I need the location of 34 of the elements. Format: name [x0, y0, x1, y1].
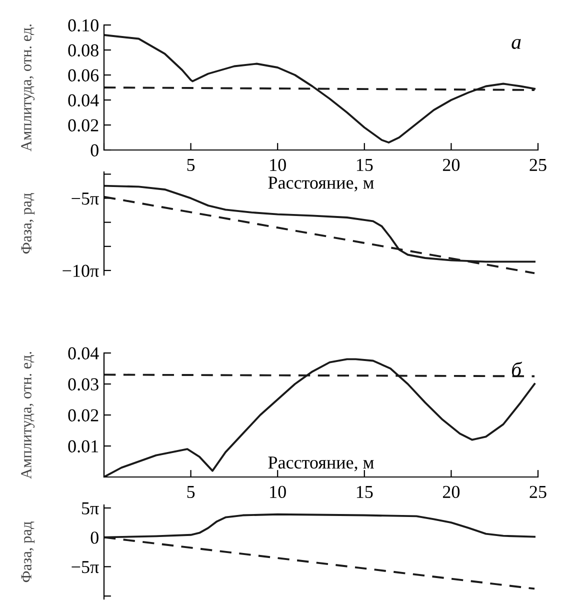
y-axis-title: Амплитуда, отн. ед. — [21, 352, 35, 479]
y-tick-label: −5π — [72, 192, 99, 205]
y-tick-label: 0.08 — [68, 44, 98, 57]
y-tick-label: 0.01 — [68, 440, 98, 453]
y-tick-label: 0.06 — [68, 69, 99, 82]
y-tick-label: 0.04 — [68, 347, 99, 360]
y-tick-label: 0.10 — [68, 19, 98, 32]
x-tick-label: 25 — [530, 486, 546, 498]
y-axis-title: Амплитуда, отн. ед. — [21, 24, 35, 152]
x-tick-label: 15 — [356, 486, 373, 498]
x-tick-label: 25 — [530, 158, 546, 172]
line-series — [104, 358, 536, 477]
x-tick-label: 10 — [270, 486, 286, 498]
x-axis-title: Расстояние, м — [268, 456, 374, 472]
y-axis-title: Фаза, рад — [21, 522, 35, 582]
y-tick-label: 0 — [90, 532, 98, 544]
annotation: а — [512, 38, 521, 49]
x-tick-label: 15 — [356, 158, 373, 172]
x-tick-label: 20 — [442, 486, 460, 498]
y-tick-label: 5π — [82, 502, 99, 514]
y-tick-label: −5π — [72, 561, 99, 574]
y-axis-title: Фаза, рад — [21, 193, 35, 254]
y-tick-label: 0.04 — [68, 94, 99, 107]
annotation: б — [512, 362, 522, 377]
x-tick-label: 10 — [270, 158, 286, 172]
x-tick-label: 5 — [187, 159, 195, 172]
y-tick-label: 0 — [90, 144, 98, 156]
y-tick-label: −10π — [62, 264, 99, 277]
y-tick-label: 0.02 — [68, 119, 98, 132]
y-tick-label: 0.03 — [68, 378, 98, 391]
x-tick-label: 20 — [442, 158, 460, 172]
x-tick-label: 5 — [187, 486, 195, 498]
x-axis-title: Расстояние, м — [268, 176, 374, 192]
y-tick-label: 0.02 — [68, 409, 98, 422]
